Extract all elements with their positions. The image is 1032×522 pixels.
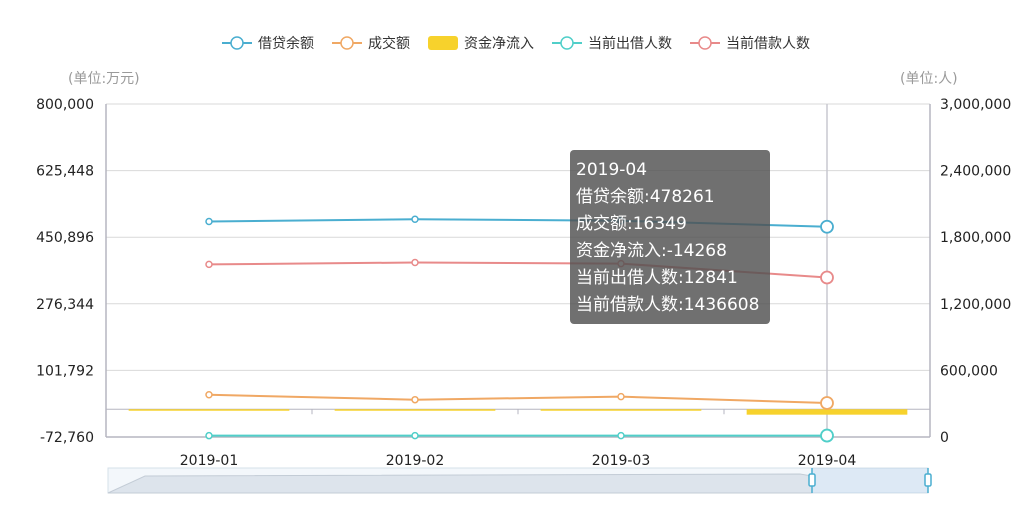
lenders-point[interactable] xyxy=(205,431,213,440)
left-tick-label: 800,000 xyxy=(36,97,94,113)
net-inflow-bar xyxy=(746,409,908,415)
zoom-handle-grip xyxy=(808,473,816,487)
balance-point[interactable] xyxy=(411,215,419,223)
left-axis-unit: (单位:万元) xyxy=(68,71,140,87)
legend-marker xyxy=(340,36,354,50)
left-tick-label: 101,792 xyxy=(36,363,94,379)
legend-label: 当前借款人数 xyxy=(726,35,810,52)
legend-item-volume[interactable]: 成交额 xyxy=(332,35,410,52)
borrowers-point[interactable] xyxy=(205,260,213,269)
legend-label: 资金净流入 xyxy=(464,36,534,52)
legend-marker xyxy=(698,36,712,50)
tooltip-line-lenders: 当前出借人数:12841 xyxy=(576,268,738,288)
volume-point[interactable] xyxy=(205,390,213,399)
x-tick-label: 2019-02 xyxy=(386,453,445,469)
legend-bar-swatch xyxy=(428,36,458,50)
right-tick-label: 3,000,000 xyxy=(940,97,1011,113)
tooltip-line-balance: 借贷余额:478261 xyxy=(576,187,715,207)
legend[interactable]: 借贷余额 成交额 资金净流入 当前出借人数 当前借款人数 xyxy=(222,35,810,52)
volume-line xyxy=(208,393,828,405)
borrowers-point[interactable] xyxy=(411,258,419,267)
tooltip-line-borrowers: 当前借款人数:1436608 xyxy=(576,295,760,315)
net-inflow-bar xyxy=(128,409,290,411)
x-tick-label: 2019-04 xyxy=(798,453,857,469)
lenders-point[interactable] xyxy=(411,431,419,440)
zoom-handle-grip xyxy=(924,473,932,487)
right-tick-label: 2,400,000 xyxy=(940,164,1011,180)
bar-series xyxy=(128,409,908,415)
lenders-point[interactable] xyxy=(820,428,834,443)
grid-lines xyxy=(106,103,930,438)
legend-label: 借贷余额 xyxy=(258,35,314,52)
zoom-handle-right[interactable] xyxy=(924,468,932,493)
left-tick-label: 276,344 xyxy=(36,297,94,313)
tooltip-title: 2019-04 xyxy=(576,160,648,180)
left-tick-label: 625,448 xyxy=(36,164,94,180)
legend-marker xyxy=(230,36,244,50)
right-tick-label: 0 xyxy=(940,430,949,446)
data-zoom-slider[interactable] xyxy=(107,467,932,494)
zoom-selected-window[interactable] xyxy=(812,468,928,493)
lenders-point[interactable] xyxy=(617,431,625,440)
legend-item-borrowers[interactable]: 当前借款人数 xyxy=(690,35,810,52)
right-tick-label: 1,800,000 xyxy=(940,230,1011,246)
legend-label: 当前出借人数 xyxy=(588,35,672,52)
tooltip-line-net-inflow: 资金净流入:-14268 xyxy=(576,241,727,261)
line-series xyxy=(205,215,834,443)
left-tick-label: 450,896 xyxy=(36,230,94,246)
zoom-handle-left[interactable] xyxy=(808,468,816,493)
volume-point[interactable] xyxy=(820,396,834,410)
borrowers-point[interactable] xyxy=(820,270,834,285)
chart-tooltip: 2019-04 借贷余额:478261 成交额:16349 资金净流入:-142… xyxy=(570,150,770,324)
volume-point[interactable] xyxy=(617,392,625,401)
legend-item-net-inflow[interactable]: 资金净流入 xyxy=(428,36,534,52)
tooltip-line-volume: 成交额:16349 xyxy=(576,214,687,234)
net-inflow-bar xyxy=(540,409,702,411)
x-tick-label: 2019-01 xyxy=(180,453,239,469)
right-tick-label: 1,200,000 xyxy=(940,297,1011,313)
legend-item-balance[interactable]: 借贷余额 xyxy=(222,35,314,52)
right-axis-unit: (单位:人) xyxy=(900,71,958,87)
right-tick-label: 600,000 xyxy=(940,363,998,379)
legend-item-lenders[interactable]: 当前出借人数 xyxy=(552,35,672,52)
legend-label: 成交额 xyxy=(368,35,410,52)
balance-point[interactable] xyxy=(820,219,834,234)
x-tick-label: 2019-03 xyxy=(592,453,651,469)
volume-point[interactable] xyxy=(411,395,419,404)
left-tick-label: -72,760 xyxy=(40,430,94,446)
net-inflow-bar xyxy=(334,409,496,411)
legend-marker xyxy=(560,36,574,50)
balance-point[interactable] xyxy=(205,217,213,226)
zoom-preview-area xyxy=(107,473,813,494)
